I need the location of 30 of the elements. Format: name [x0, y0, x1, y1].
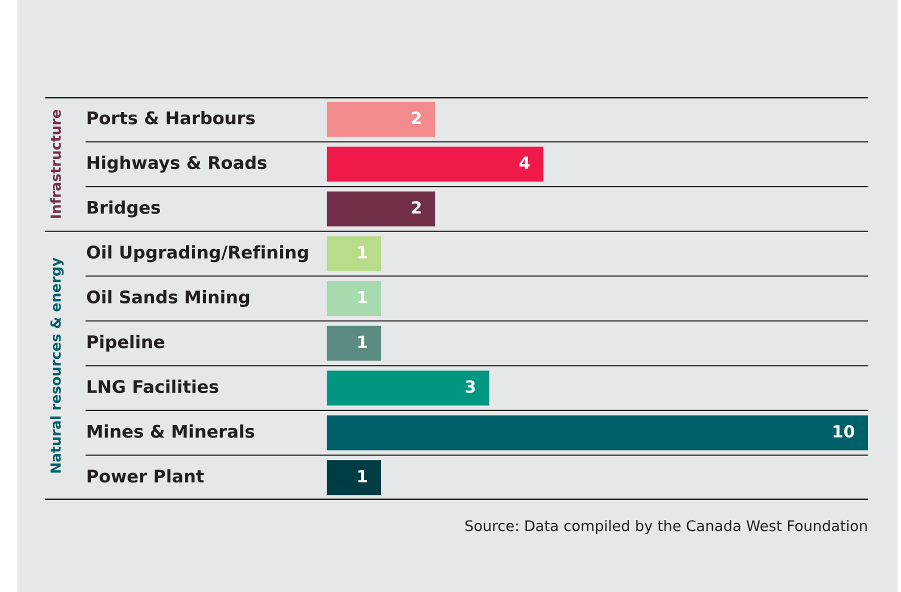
data-label: 1	[358, 470, 367, 482]
data-label: 2	[412, 201, 421, 214]
data-label: 3	[466, 380, 475, 393]
text: Natural resources & energy	[50, 258, 64, 473]
y-tick-label: Power Plant	[88, 469, 204, 483]
bar	[326, 191, 436, 226]
data-label: 10	[834, 425, 854, 438]
data-label: 1	[358, 246, 367, 258]
bar	[326, 326, 382, 361]
y-tick-label: Oil Upgrading/Refining	[86, 245, 308, 262]
bar	[326, 146, 544, 182]
y-tick-label: Mines & Minerals	[88, 424, 254, 438]
data-label: 1	[358, 336, 367, 348]
bar	[326, 236, 382, 272]
data-label: 4	[520, 156, 530, 169]
y-tick-label: Oil Sands Mining	[86, 290, 250, 307]
y-tick-label: LNG Facilities	[88, 380, 218, 394]
y-tick-label: Pipeline	[88, 334, 164, 352]
bar	[326, 102, 436, 137]
bar	[326, 460, 382, 496]
bar	[326, 415, 868, 450]
bar	[326, 281, 382, 316]
data-label: 1	[358, 290, 367, 304]
text: Infrastructure	[50, 110, 61, 218]
y-tick-label: Ports & Harbours	[88, 110, 255, 124]
y-tick-label: Highways & Roads	[88, 156, 266, 173]
data-label: 2	[412, 112, 421, 124]
source-note: Source: Data compiled by the Canada West Foundation	[465, 520, 867, 534]
y-tick-label: Bridges	[88, 200, 160, 218]
bar	[326, 370, 490, 406]
